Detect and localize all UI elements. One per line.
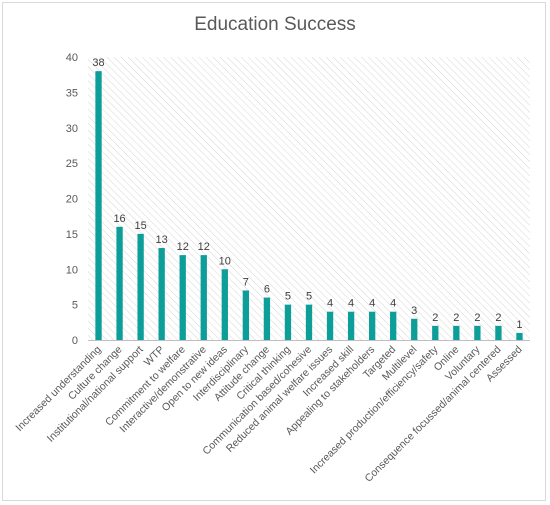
data-label: 13	[156, 234, 168, 246]
data-label: 4	[369, 298, 375, 310]
data-label: 3	[411, 305, 417, 317]
data-label: 2	[432, 312, 438, 324]
bar	[411, 318, 418, 340]
data-label: 5	[306, 291, 312, 303]
bar	[116, 226, 123, 340]
y-tick-label: 15	[66, 229, 78, 241]
bar	[305, 304, 313, 340]
data-label: 10	[219, 255, 231, 267]
y-tick-label: 35	[66, 87, 78, 99]
bar	[200, 255, 207, 340]
y-tick-label: 20	[66, 194, 78, 206]
bar	[158, 248, 165, 340]
bar	[516, 332, 523, 340]
data-label: 4	[348, 298, 354, 310]
data-label: 15	[134, 220, 146, 232]
bar	[347, 311, 355, 340]
y-tick-label: 40	[66, 52, 78, 64]
bar	[326, 311, 334, 340]
data-label: 1	[516, 319, 522, 331]
data-label: 4	[327, 298, 333, 310]
bar	[179, 255, 186, 340]
bar	[474, 325, 481, 340]
data-label: 6	[264, 284, 270, 296]
bar	[495, 325, 502, 340]
y-tick-label: 5	[72, 300, 78, 312]
y-tick-label: 30	[66, 123, 78, 135]
bar	[453, 325, 460, 340]
bar	[95, 71, 102, 341]
y-tick-label: 0	[72, 335, 78, 347]
data-label: 4	[390, 298, 396, 310]
bar	[242, 290, 250, 340]
data-label: 2	[453, 312, 459, 324]
data-label: 2	[474, 312, 480, 324]
bar	[368, 311, 376, 340]
chart-title: Education Success	[194, 14, 356, 35]
bar	[432, 325, 439, 340]
data-label: 12	[177, 241, 189, 253]
bar	[221, 269, 228, 340]
y-tick-label: 10	[66, 264, 78, 276]
data-label: 7	[243, 276, 249, 288]
x-tick-label: Increased understanding	[13, 344, 103, 434]
data-label: 5	[285, 291, 291, 303]
bar	[284, 304, 292, 340]
bar	[390, 311, 397, 340]
data-label: 38	[92, 57, 104, 69]
data-label: 16	[113, 213, 125, 225]
data-label: 12	[198, 241, 210, 253]
data-label: 2	[495, 312, 501, 324]
bar	[263, 297, 271, 340]
y-tick-label: 25	[66, 158, 78, 170]
bar	[137, 233, 144, 340]
